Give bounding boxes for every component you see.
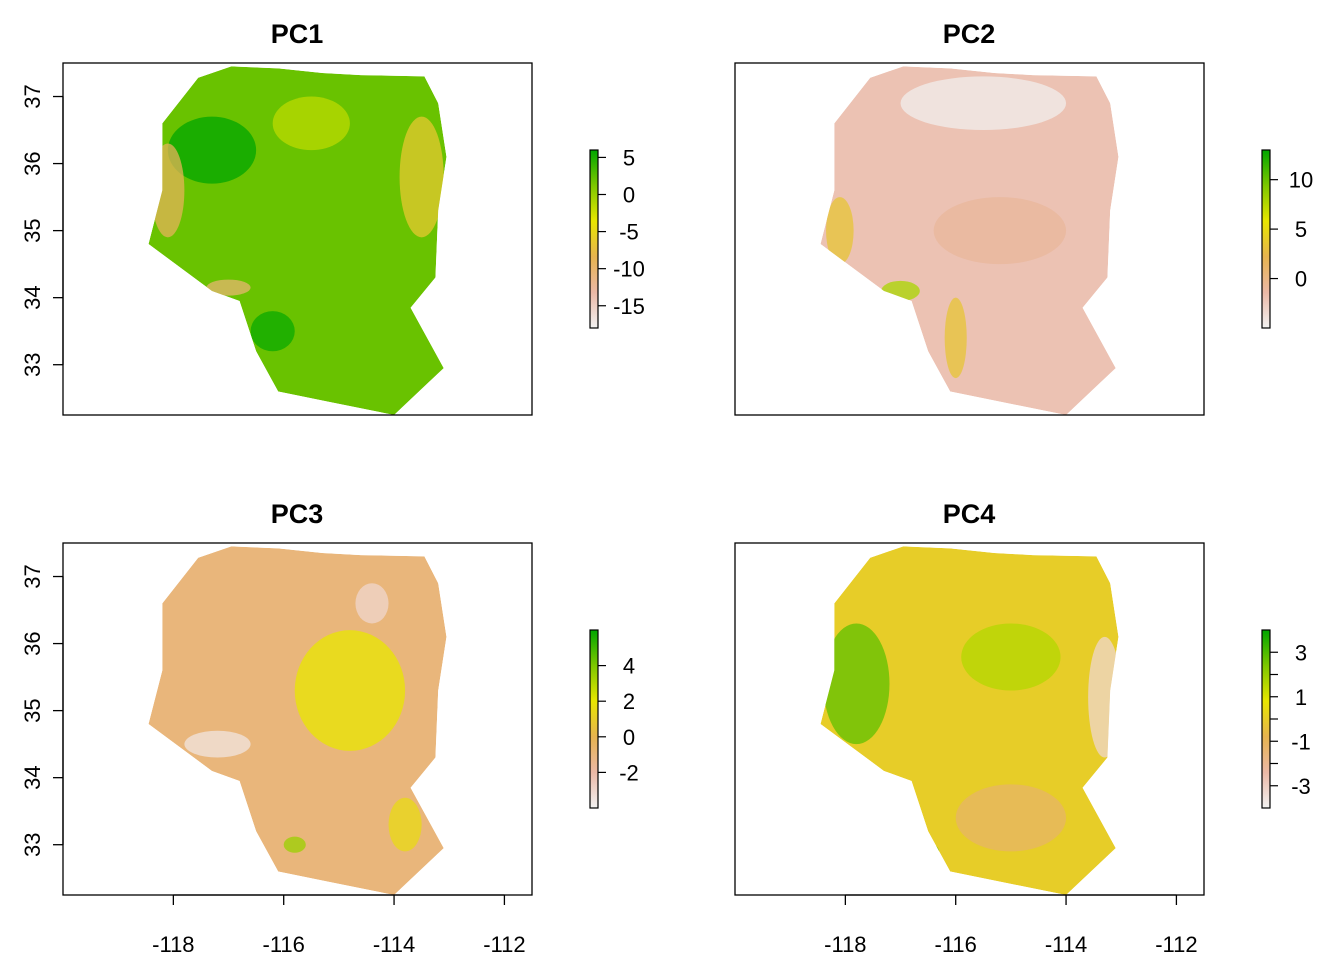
legend-color-bar [1261,149,1271,329]
legend-pc2: 10 5 0 [1261,149,1313,329]
x-tick-label: -114 [373,932,415,957]
panel-pc2: PC2 10 5 0 [734,19,1313,416]
raster-patch [944,297,967,379]
raster-patch [294,630,406,751]
y-tick-label: 35 [20,698,45,722]
raster-patch [961,623,1061,691]
legend-color-bar [1261,629,1271,809]
legend-tick-label: 0 [623,183,635,208]
raster-patch [823,623,890,745]
legend-tick-label: 1 [1295,685,1307,710]
raster-patch [167,116,257,184]
y-tick-label: 34 [20,765,45,789]
x-tick-label: -116 [935,932,977,957]
panel-pc1: PC1 33 34 35 36 37 5 0 -5 -10 -15 [20,19,645,416]
legend-tick-label: 0 [623,725,635,750]
raster-patch [1088,636,1119,758]
raster-pc2 [820,66,1119,415]
x-tick-label: -112 [483,932,525,957]
panel-title-pc2: PC2 [943,19,996,49]
legend-tick-label: -15 [613,294,645,319]
raster-base [148,546,447,895]
y-tick-label: 36 [20,151,45,175]
legend-tick-label: -10 [613,257,645,282]
raster-pc4 [820,546,1119,895]
legend-tick-label: 4 [623,654,635,679]
raster-patch [933,197,1067,265]
legend-tick-label: -5 [619,220,639,245]
y-tick-label: 33 [20,832,45,856]
panel-pc4: PC4 -118 -116 -114 -112 3 1 -1 -3 [734,499,1311,957]
y-tick-label: 37 [20,564,45,588]
panel-title-pc1: PC1 [271,19,324,49]
raster-patch [206,279,251,296]
y-tick-label: 33 [20,352,45,376]
legend-color-bar [589,149,599,329]
panel-title-pc3: PC3 [271,499,324,529]
legend-pc3: 4 2 0 -2 [589,629,639,809]
raster-patch [283,836,306,853]
legend-tick-label: 5 [623,145,635,170]
legend-pc1: 5 0 -5 -10 -15 [589,145,645,329]
raster-patch [272,96,350,151]
legend-tick-label: 5 [1295,217,1307,242]
y-tick-label: 37 [20,84,45,108]
raster-patch [917,843,940,860]
raster-patch [900,76,1067,131]
legend-tick-label: 2 [623,689,635,714]
x-tick-label: -114 [1045,932,1087,957]
raster-pc3 [148,546,447,895]
y-tick-label: 36 [20,631,45,655]
y-tick-label: 35 [20,218,45,242]
raster-patch [250,311,295,352]
raster-pc1 [148,66,447,415]
raster-patch [955,784,1067,852]
raster-patch [388,797,422,852]
legend-tick-label: -3 [1291,774,1311,799]
x-tick-label: -112 [1155,932,1197,957]
y-tick-label: 34 [20,285,45,309]
raster-patch [184,730,251,758]
legend-tick-label: -2 [619,760,639,785]
legend-color-bar [589,629,599,809]
raster-patch [355,583,389,624]
x-tick-label: -116 [263,932,305,957]
raster-patch [826,197,854,265]
x-tick-label: -118 [152,932,194,957]
legend-pc4: 3 1 -1 -3 [1261,629,1311,809]
panel-pc3: PC3 33 34 35 36 37 -118 -116 -114 -112 4 2 0 -2 [20,499,639,957]
raster-patch [399,116,444,238]
panel-title-pc4: PC4 [943,499,996,529]
legend-tick-label: 10 [1289,168,1313,193]
x-tick-label: -118 [824,932,866,957]
raster-patch [881,280,920,302]
legend-tick-label: 3 [1295,640,1307,665]
legend-tick-label: 0 [1295,267,1307,292]
plot-frame [734,62,1205,416]
legend-tick-label: -1 [1291,729,1311,754]
raster-patch [151,143,185,238]
